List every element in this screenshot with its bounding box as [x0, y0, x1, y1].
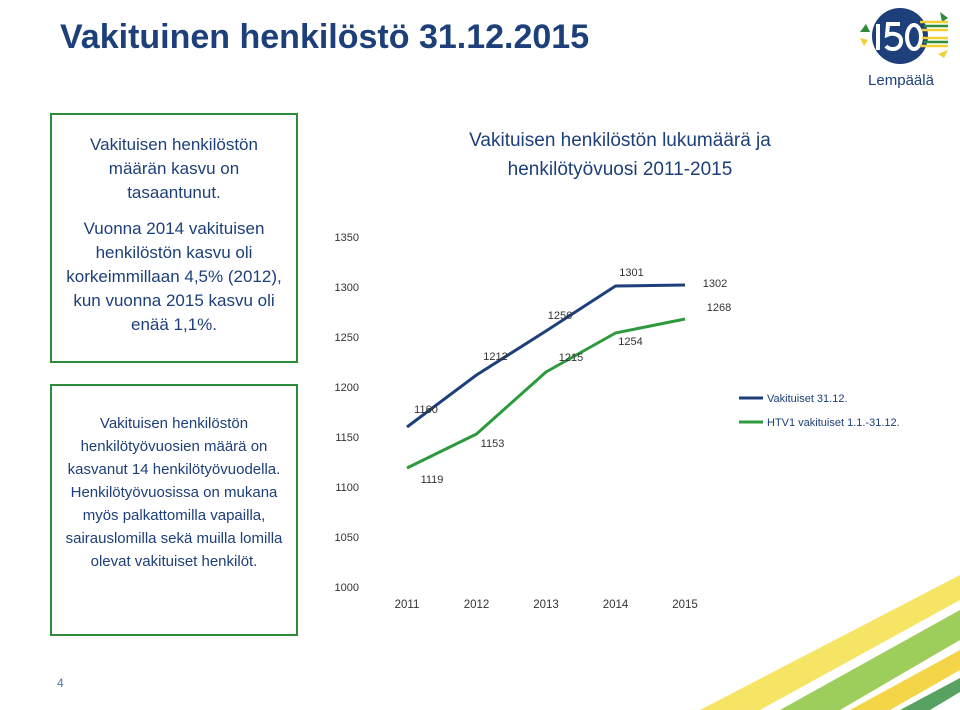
htv-text-1: Vakituisen henkilöstön henkilötyövuosien… [67, 415, 281, 478]
data-label: 1301 [619, 267, 643, 279]
data-label: 1212 [483, 351, 507, 363]
x-tick-label: 2014 [603, 599, 629, 611]
y-tick-label: 1200 [335, 382, 359, 394]
legend-label: Vakituiset 31.12. [767, 393, 848, 405]
htv-box: Vakituisen henkilöstön henkilötyövuosien… [50, 384, 298, 636]
y-tick-label: 1300 [335, 282, 359, 294]
chart-title-line-2: henkilötyövuosi 2011-2015 [507, 159, 733, 180]
summary-box: Vakituisen henkilöstön määrän kasvu on t… [50, 113, 298, 363]
data-label: 1302 [703, 278, 727, 290]
summary-text-1: Vakituisen henkilöstön määrän kasvu on t… [90, 135, 258, 202]
data-label: 1119 [421, 474, 444, 486]
x-tick-label: 2012 [464, 599, 490, 611]
y-tick-label: 1100 [335, 482, 359, 494]
y-tick-label: 1350 [335, 232, 359, 244]
data-label: 1256 [548, 310, 572, 322]
logo-caption: Lempäälä [868, 72, 934, 89]
x-tick-label: 2011 [395, 599, 420, 611]
chart-title: Vakituisen henkilöstön lukumäärä ja henk… [410, 126, 830, 184]
page-title: Vakituinen henkilöstö 31.12.2015 [60, 18, 590, 56]
y-tick-label: 1050 [335, 532, 359, 544]
series-line [406, 317, 686, 470]
chart-title-line-1: Vakituisen henkilöstön lukumäärä ja [469, 130, 771, 151]
legend-label: HTV1 vakituiset 1.1.-31.12. [767, 417, 900, 429]
y-tick-label: 1000 [335, 582, 359, 594]
summary-text-2: Vuonna 2014 vakituisen henkilöstön kasvu… [66, 219, 282, 334]
y-tick-label: 1250 [335, 332, 359, 344]
htv-text-2: Henkilötyövuosissa on mukana myös palkat… [65, 484, 283, 570]
page-number: 4 [57, 676, 64, 690]
lempaala-150-logo [860, 8, 948, 64]
logo-rays [860, 12, 948, 58]
data-label: 1160 [414, 404, 438, 416]
data-label: 1268 [707, 302, 731, 314]
data-label: 1153 [481, 438, 505, 450]
data-label: 1215 [559, 352, 583, 364]
y-tick-label: 1150 [335, 432, 359, 444]
data-label: 1254 [618, 336, 642, 348]
x-tick-label: 2015 [672, 599, 698, 611]
series-line [406, 283, 686, 429]
x-tick-label: 2013 [533, 599, 559, 611]
